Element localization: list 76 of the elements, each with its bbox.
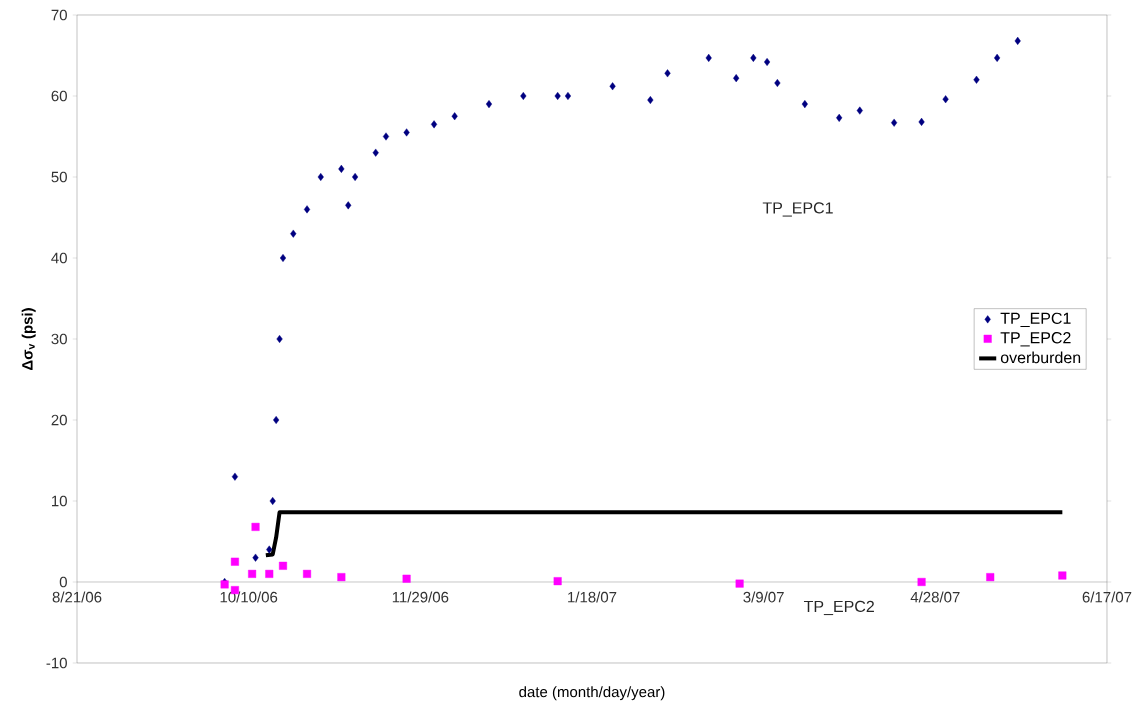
y-tick-label: 0 bbox=[59, 576, 67, 588]
point bbox=[338, 164, 345, 173]
point bbox=[733, 74, 740, 83]
y-tick-label: -10 bbox=[46, 657, 67, 669]
y-axis-title: Δσ$_{v}$ (psi) bbox=[21, 308, 36, 370]
point bbox=[942, 95, 949, 104]
x-tick-label: 10/10/06 bbox=[220, 591, 278, 603]
point bbox=[986, 573, 995, 582]
y-tick-label: 50 bbox=[51, 171, 67, 183]
point bbox=[402, 574, 411, 583]
point bbox=[553, 577, 562, 586]
x-tick-label: 6/17/07 bbox=[1082, 591, 1132, 603]
point bbox=[856, 106, 863, 115]
point bbox=[265, 569, 274, 578]
point bbox=[764, 57, 771, 66]
point bbox=[891, 118, 898, 127]
point bbox=[269, 496, 276, 505]
point bbox=[917, 577, 926, 586]
point bbox=[836, 113, 843, 122]
point bbox=[248, 569, 257, 578]
point bbox=[231, 472, 238, 481]
x-tick-label: 8/21/06 bbox=[52, 591, 102, 603]
x-axis-title: date (month/day/year) bbox=[519, 686, 665, 701]
y-tick-label: 20 bbox=[51, 414, 67, 426]
y-tick-label: 30 bbox=[51, 333, 67, 345]
point bbox=[609, 82, 616, 91]
line-series bbox=[263, 510, 1065, 558]
point bbox=[918, 117, 925, 126]
point bbox=[774, 79, 781, 88]
x-tick-label: 3/9/07 bbox=[743, 591, 784, 603]
point bbox=[352, 172, 359, 181]
point bbox=[705, 53, 712, 62]
point bbox=[451, 112, 458, 121]
legend-label: TP_EPC2 bbox=[1000, 332, 1071, 347]
point bbox=[750, 53, 757, 62]
point bbox=[251, 522, 260, 531]
point bbox=[647, 96, 654, 105]
point bbox=[303, 205, 311, 214]
point bbox=[230, 557, 239, 566]
point bbox=[279, 253, 287, 262]
point bbox=[345, 201, 352, 210]
x-tick-label: 11/29/06 bbox=[392, 591, 449, 603]
point bbox=[372, 148, 379, 157]
point bbox=[564, 91, 572, 100]
annotation: TP_EPC1 bbox=[762, 202, 833, 217]
x-tick-label: 1/18/07 bbox=[568, 591, 617, 603]
point bbox=[485, 100, 493, 109]
point bbox=[303, 569, 312, 578]
point bbox=[252, 553, 259, 562]
annotation: TP_EPC2 bbox=[803, 600, 874, 616]
point bbox=[735, 579, 744, 588]
y-tick-label: 10 bbox=[52, 495, 67, 507]
point bbox=[382, 132, 390, 141]
point bbox=[973, 75, 980, 84]
point bbox=[801, 100, 808, 109]
legend-label: overburden bbox=[1000, 351, 1081, 364]
y-tick-label: 70 bbox=[51, 9, 67, 21]
point bbox=[994, 53, 1001, 62]
x-tick-label: 4/28/07 bbox=[910, 591, 960, 603]
point bbox=[520, 91, 527, 100]
point bbox=[1058, 571, 1067, 580]
y-tick-label: 60 bbox=[51, 90, 67, 102]
point bbox=[554, 91, 561, 100]
point bbox=[337, 573, 346, 582]
point bbox=[664, 69, 671, 78]
point bbox=[290, 229, 297, 238]
y-tick-label: 40 bbox=[51, 252, 67, 264]
point bbox=[266, 545, 273, 554]
point bbox=[1014, 36, 1021, 45]
point bbox=[273, 415, 280, 424]
legend-label: TP_EPC1 bbox=[1000, 312, 1071, 327]
point bbox=[279, 561, 287, 570]
point bbox=[403, 128, 410, 137]
point bbox=[431, 120, 438, 129]
point bbox=[276, 334, 283, 343]
point bbox=[317, 172, 324, 181]
